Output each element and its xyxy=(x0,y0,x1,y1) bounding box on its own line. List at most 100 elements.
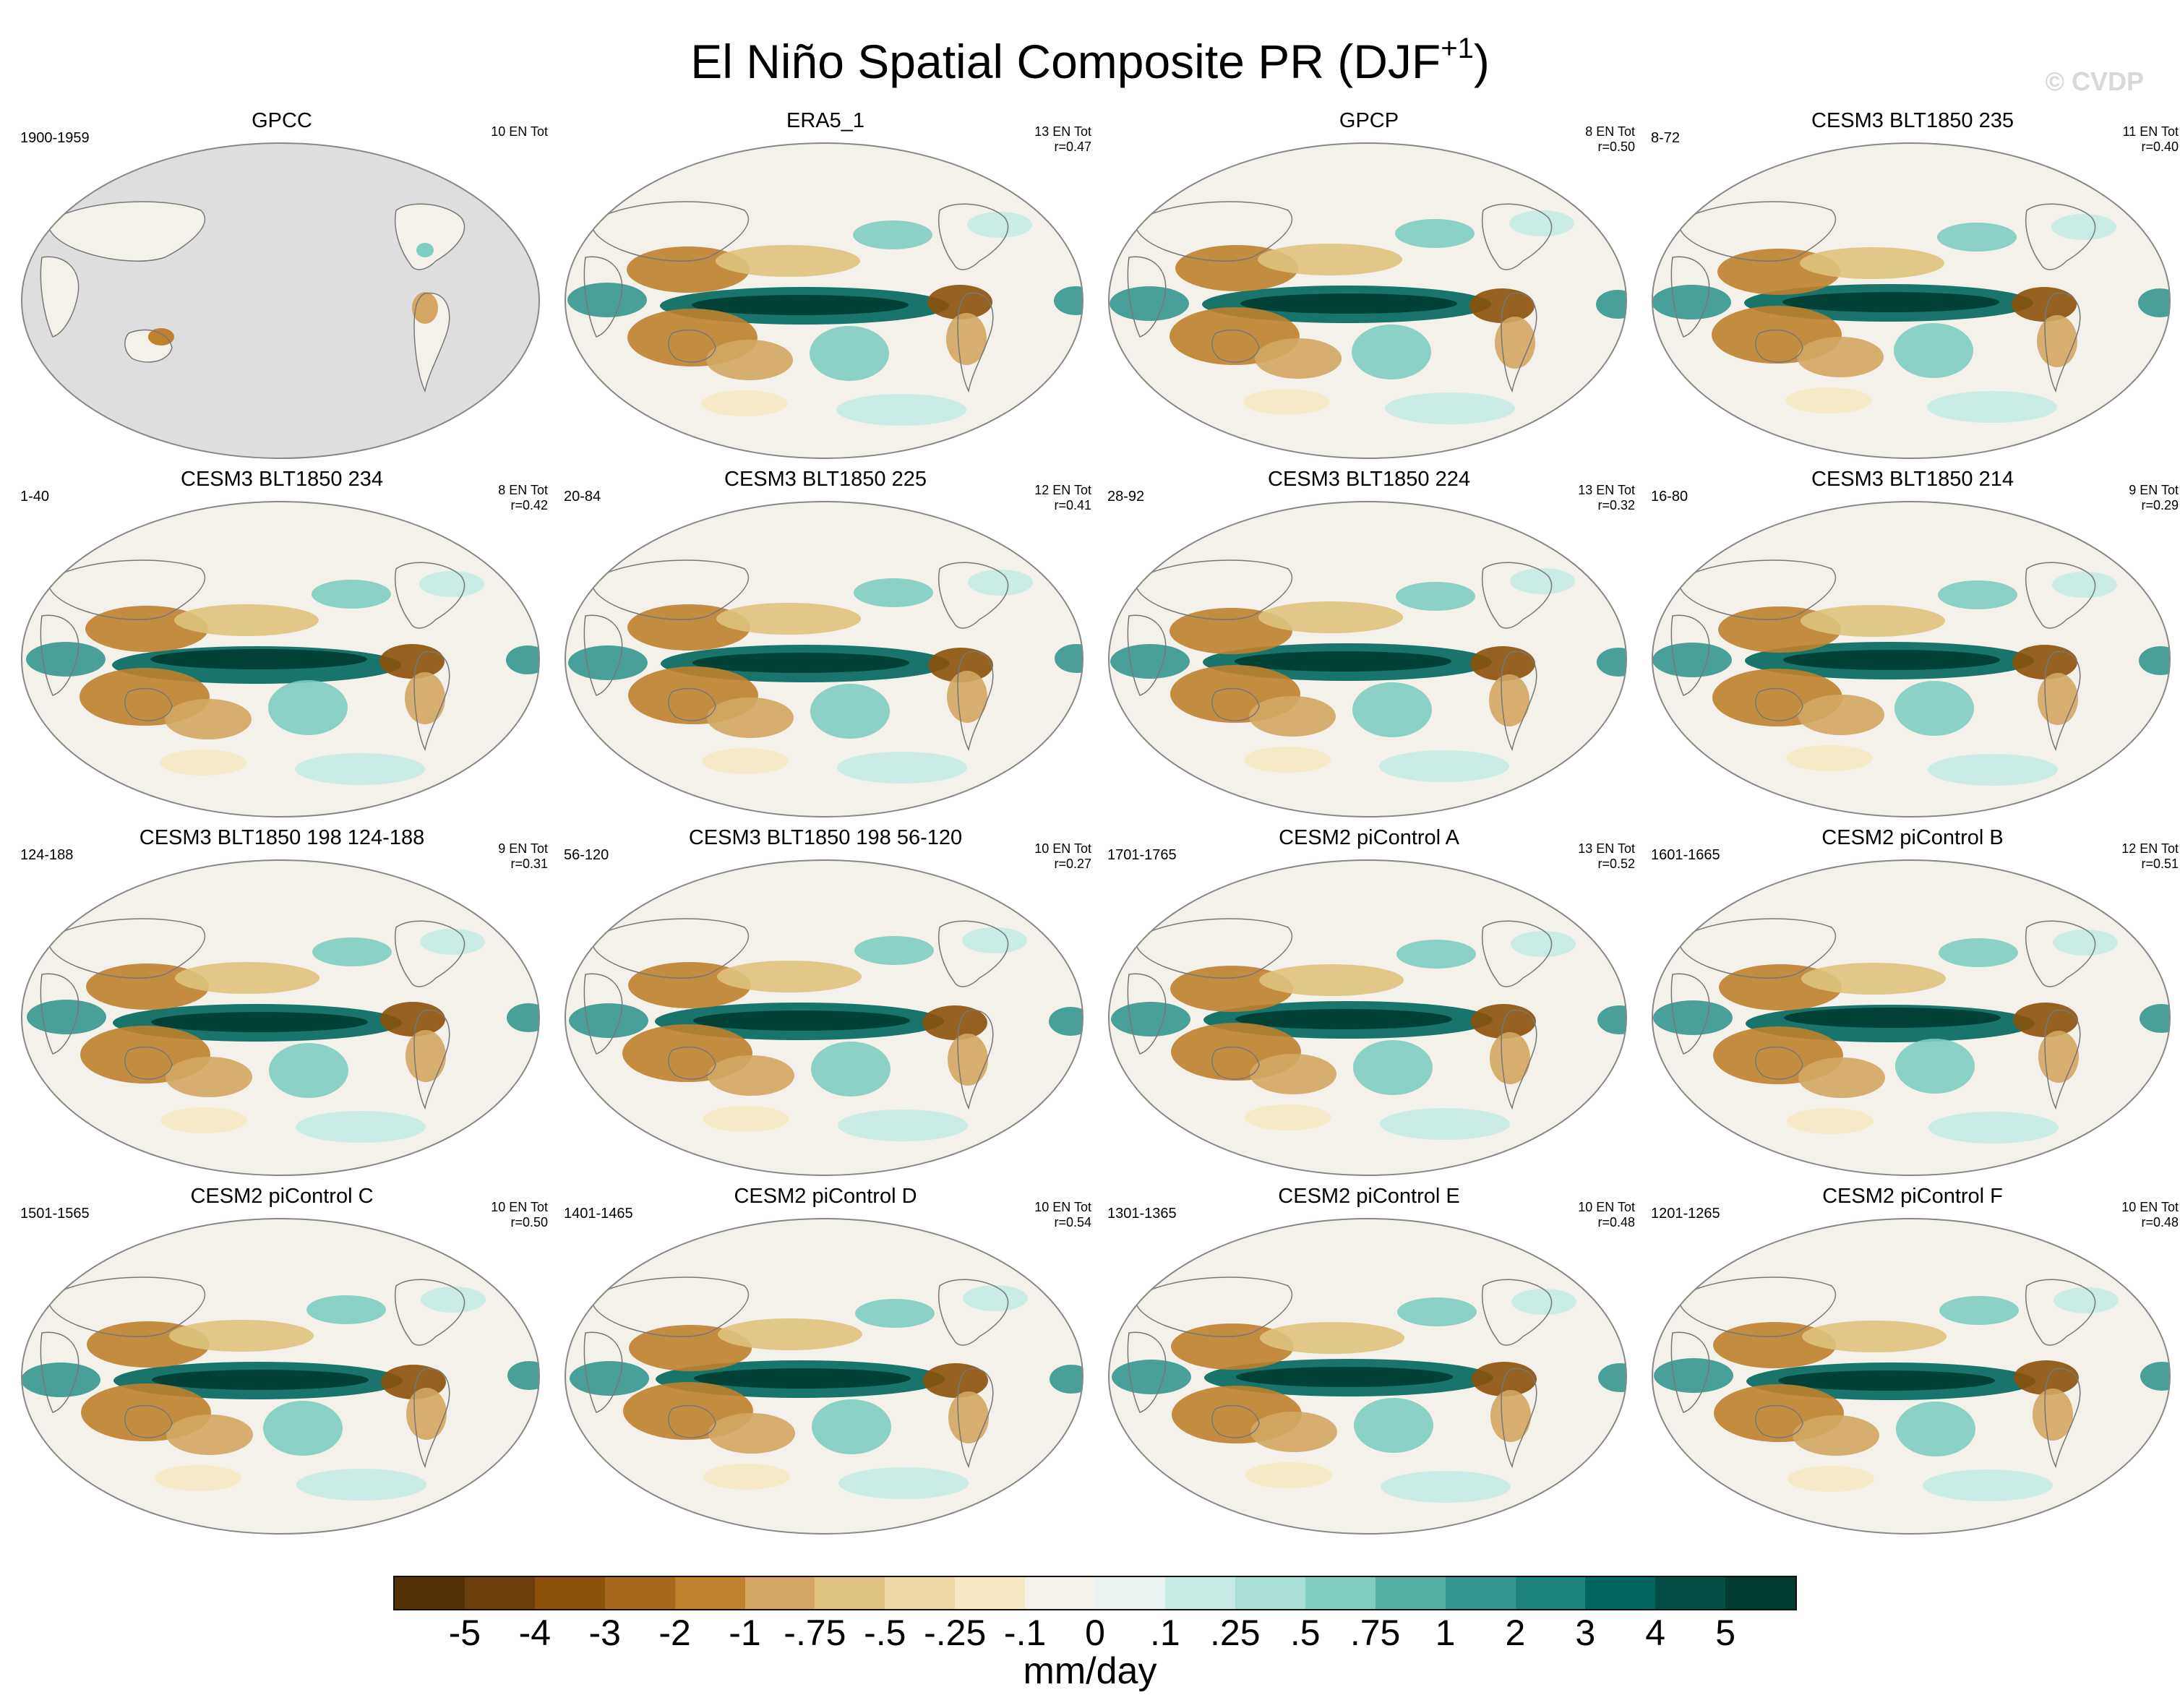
map-panel: CESM2 piControl D 1401-1465 10 EN Tot r=0.5… xyxy=(554,1184,1097,1545)
anomaly-region xyxy=(263,1401,343,1456)
panel-title: CESM3 BLT1850 235 xyxy=(1811,109,2014,132)
colorbar-tick-label: 0 xyxy=(1085,1613,1105,1653)
panel-title: CESM3 BLT1850 234 xyxy=(181,468,383,491)
anomaly-region xyxy=(296,1469,426,1501)
anomaly-region xyxy=(1379,750,1509,782)
anomaly-region xyxy=(2037,315,2077,367)
anomaly-region xyxy=(1245,1104,1331,1130)
colorbar-tick-label: 2 xyxy=(1505,1613,1526,1653)
coastline xyxy=(591,559,750,620)
panel-stats: 13 EN Tot r=0.32 xyxy=(1578,483,1635,513)
anomaly-region xyxy=(1380,1108,1510,1140)
coastline xyxy=(394,562,465,629)
anomaly-region xyxy=(1937,223,2017,252)
anomaly-region xyxy=(2140,1362,2170,1391)
panel-correlation: r=0.54 xyxy=(1054,1215,1091,1229)
anomaly-region xyxy=(2051,214,2116,240)
anomaly-region xyxy=(853,220,932,249)
panel-title: ERA5_1 xyxy=(786,109,864,132)
anomaly-region xyxy=(1111,1002,1190,1037)
anomaly-region xyxy=(706,340,793,380)
robinson-map xyxy=(1652,1218,2171,1535)
colorbar-units: mm/day xyxy=(1023,1650,1157,1692)
anomaly-region xyxy=(306,1295,386,1324)
coastline xyxy=(668,1404,716,1438)
anomaly-region xyxy=(2012,645,2077,679)
panel-title: CESM2 piControl F xyxy=(1822,1185,2003,1208)
panel-title: CESM2 piControl B xyxy=(1821,826,2004,849)
anomaly-region xyxy=(962,927,1027,953)
anomaly-region xyxy=(1258,601,1403,633)
panel-en-count: 8 EN Tot xyxy=(498,483,548,497)
anomaly-region xyxy=(923,1363,988,1398)
anomaly-region xyxy=(1928,754,2058,786)
robinson-map xyxy=(1652,501,2171,817)
colorbar-swatch xyxy=(744,1577,815,1609)
anomaly-region xyxy=(406,1388,447,1440)
panel-correlation: r=0.31 xyxy=(510,857,548,871)
anomaly-region xyxy=(1652,285,1731,319)
coastline xyxy=(1127,256,1167,338)
anomaly-region xyxy=(707,698,794,738)
anomaly-region xyxy=(1396,940,1476,969)
anomaly-region xyxy=(27,1000,106,1034)
panel-correlation: r=0.48 xyxy=(2141,1215,2179,1229)
anomaly-region xyxy=(2033,1389,2073,1441)
panel-stats: 10 EN Tot r=0.54 xyxy=(1034,1200,1091,1230)
anomaly-region xyxy=(701,390,788,416)
anomaly-region xyxy=(380,1002,445,1037)
colorbar-tick-label: .1 xyxy=(1150,1613,1180,1653)
anomaly-region xyxy=(1778,1370,1995,1391)
coastline xyxy=(937,1279,1009,1346)
panel-en-count: 13 EN Tot xyxy=(1034,124,1091,139)
anomaly-region xyxy=(1260,1322,1404,1354)
anomaly-region xyxy=(568,645,648,680)
colorbar-tick-label: .75 xyxy=(1349,1613,1401,1653)
coastline xyxy=(40,1331,80,1413)
coastline xyxy=(1678,1276,1837,1337)
coastline xyxy=(1127,973,1167,1055)
anomaly-region xyxy=(1381,1471,1511,1503)
anomaly-region xyxy=(160,750,246,776)
anomaly-region xyxy=(718,1318,862,1350)
colorbar-swatch xyxy=(464,1577,535,1609)
anomaly-region xyxy=(295,753,425,785)
anomaly-region xyxy=(169,1320,314,1352)
anomaly-region xyxy=(1055,644,1083,673)
coastline xyxy=(1501,292,1537,393)
coastline xyxy=(1127,1331,1167,1413)
anomaly-region xyxy=(1786,745,1873,771)
coastline xyxy=(1481,1279,1553,1346)
anomaly-region xyxy=(166,1057,252,1097)
anomaly-region xyxy=(165,699,252,739)
coastline xyxy=(124,1046,173,1080)
anomaly-region xyxy=(2053,930,2118,956)
map-border xyxy=(21,859,540,1176)
panel-en-count: 10 EN Tot xyxy=(491,124,548,139)
panel-years: 20-84 xyxy=(564,489,601,505)
map-panel: ERA5_1 13 EN Tot r=0.47 xyxy=(554,108,1097,470)
panel-years: 1201-1265 xyxy=(1651,1206,1720,1222)
colorbar-swatch xyxy=(955,1577,1026,1609)
anomaly-region xyxy=(2013,1003,2078,1037)
anomaly-region xyxy=(1489,674,1529,726)
anomaly-region xyxy=(1490,1390,1531,1442)
anomaly-region xyxy=(1894,323,1973,378)
coastline xyxy=(957,292,994,393)
anomaly-region xyxy=(1783,650,2000,670)
anomaly-region xyxy=(569,1003,648,1038)
panel-years: 1301-1365 xyxy=(1107,1206,1177,1222)
anomaly-region xyxy=(1801,963,1946,995)
anomaly-region xyxy=(1598,1363,1626,1392)
panel-correlation: r=0.41 xyxy=(1054,498,1091,512)
coastline xyxy=(937,203,1009,270)
anomaly-region xyxy=(2038,673,2078,725)
anomaly-region xyxy=(947,671,987,723)
coastline xyxy=(668,329,716,363)
anomaly-region xyxy=(1798,1057,1885,1098)
panel-years: 1900-1959 xyxy=(20,130,90,146)
map-border xyxy=(1108,859,1627,1176)
map-border xyxy=(1108,142,1627,459)
panel-years: 56-120 xyxy=(564,847,609,863)
anomaly-region xyxy=(702,748,789,774)
